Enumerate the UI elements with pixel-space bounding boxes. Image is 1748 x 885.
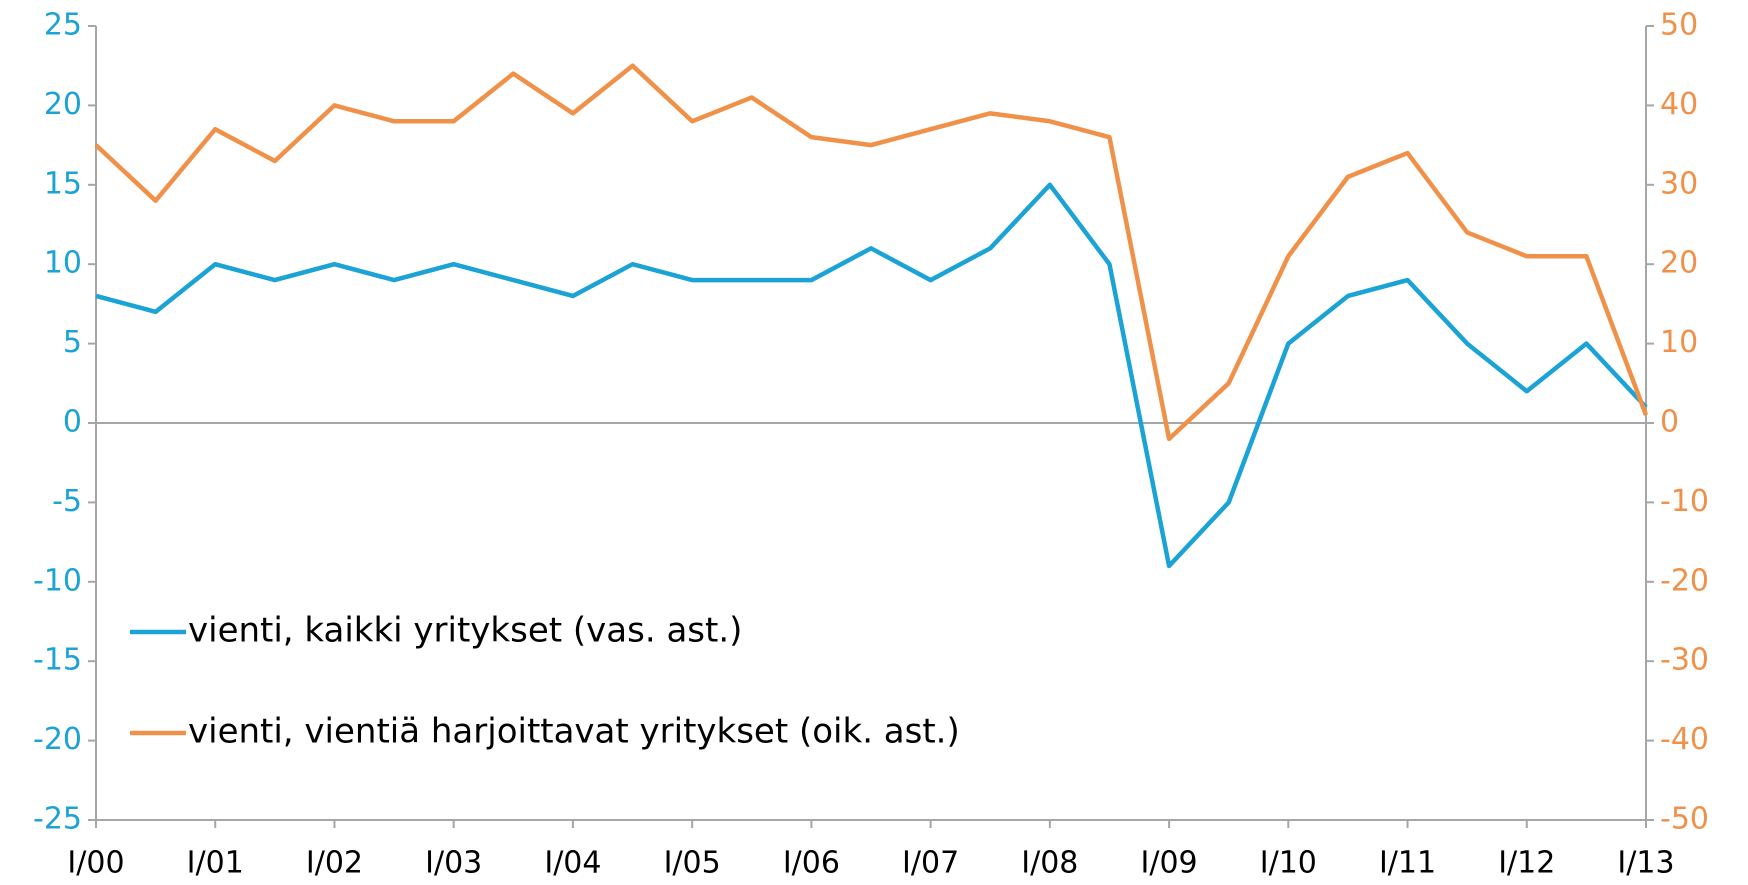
x-tick-label: I/00 <box>67 846 124 881</box>
x-tick-label: I/03 <box>425 846 482 881</box>
x-tick-label: I/10 <box>1260 846 1317 881</box>
y2-tick-label: -10 <box>1660 484 1709 519</box>
y-tick-label: 10 <box>44 246 82 281</box>
y-tick-label: -20 <box>33 722 82 757</box>
y2-tick-label: 10 <box>1660 325 1698 360</box>
y-tick-label: -5 <box>52 484 82 519</box>
y2-tick-label: -40 <box>1660 722 1709 757</box>
y2-tick-label: 50 <box>1660 8 1698 43</box>
y-tick-label: -25 <box>33 802 82 837</box>
x-tick-label: I/12 <box>1498 846 1555 881</box>
x-tick-label: I/11 <box>1379 846 1436 881</box>
x-tick-label: I/06 <box>783 846 840 881</box>
y-tick-label: 20 <box>44 87 82 122</box>
y-tick-label: 5 <box>63 325 82 360</box>
y2-tick-label: -50 <box>1660 802 1709 837</box>
legend-label: vienti, kaikki yritykset (vas. ast.) <box>188 611 742 651</box>
y2-tick-label: 40 <box>1660 87 1698 122</box>
x-tick-label: I/04 <box>544 846 601 881</box>
y-tick-label: 25 <box>44 8 82 43</box>
x-tick-label: I/13 <box>1617 846 1674 881</box>
y-tick-label: -15 <box>33 643 82 678</box>
y-tick-label: 0 <box>63 405 82 440</box>
x-tick-label: I/01 <box>187 846 244 881</box>
x-tick-label: I/08 <box>1021 846 1078 881</box>
y2-tick-label: 0 <box>1660 405 1679 440</box>
x-tick-label: I/05 <box>664 846 721 881</box>
legend-label: vienti, vientiä harjoittavat yritykset (… <box>188 712 960 752</box>
y-tick-label: 15 <box>44 166 82 201</box>
x-tick-label: I/02 <box>306 846 363 881</box>
y2-tick-label: -20 <box>1660 563 1709 598</box>
y2-tick-label: 30 <box>1660 166 1698 201</box>
y-tick-label: -10 <box>33 563 82 598</box>
x-tick-label: I/09 <box>1141 846 1198 881</box>
series-line <box>95 182 1648 569</box>
series-line <box>94 63 1649 442</box>
y2-tick-label: 20 <box>1660 246 1698 281</box>
y2-tick-label: -30 <box>1660 643 1709 678</box>
x-tick-label: I/07 <box>902 846 959 881</box>
